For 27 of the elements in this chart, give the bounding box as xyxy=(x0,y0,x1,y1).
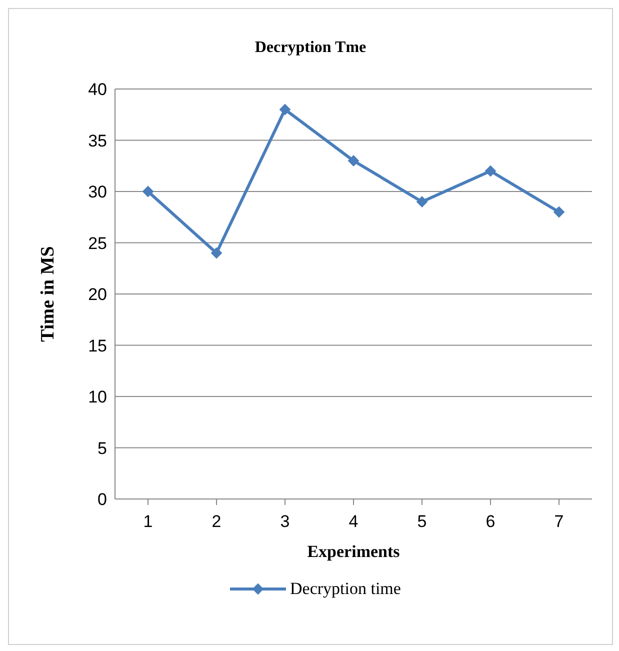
y-axis-title: Time in MS xyxy=(38,246,59,342)
y-tick-label: 40 xyxy=(88,80,107,100)
point xyxy=(211,248,222,258)
point xyxy=(348,155,359,166)
x-tick-label: 4 xyxy=(348,512,358,532)
x-tick-label: 2 xyxy=(212,512,222,532)
y-tick-label: 5 xyxy=(98,438,107,458)
y-tick-label: 25 xyxy=(88,234,107,253)
y-tick-label: 30 xyxy=(88,182,107,202)
point xyxy=(142,186,154,197)
x-tick-label: 3 xyxy=(280,512,290,532)
y-tick-label: 35 xyxy=(88,131,107,150)
y-tick-label: 10 xyxy=(88,388,107,407)
y-tick-label: 15 xyxy=(88,336,107,356)
point xyxy=(554,206,564,218)
y-tick-label: 0 xyxy=(98,490,107,510)
point xyxy=(485,166,496,176)
legend-label: Decryption time xyxy=(290,579,401,599)
chart-title: Decryption Tme xyxy=(254,39,368,57)
x-axis-title: Experiments xyxy=(307,542,400,561)
x-tick-label: 7 xyxy=(554,512,564,532)
x-tick-label: 5 xyxy=(417,512,427,532)
point xyxy=(280,104,290,115)
x-tick-label: 6 xyxy=(486,512,496,532)
x-tick-label: 1 xyxy=(143,512,153,532)
y-tick-label: 20 xyxy=(88,285,107,304)
point xyxy=(416,196,428,208)
